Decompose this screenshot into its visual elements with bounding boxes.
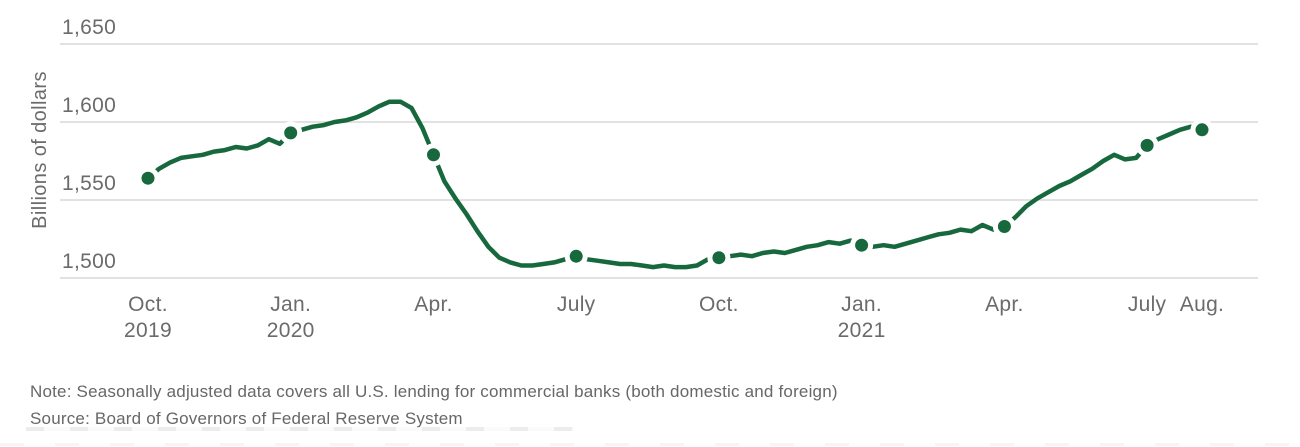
x-tick-label: Apr.	[414, 293, 453, 316]
data-point-marker	[992, 215, 1016, 238]
x-tick-year-label: 2019	[124, 319, 172, 342]
data-point-marker	[564, 244, 588, 268]
x-tick-label: Jan.	[841, 293, 882, 316]
x-tick-label: Aug.	[1180, 293, 1224, 316]
data-series	[136, 99, 1214, 270]
y-tick-label: 1,650	[62, 16, 116, 39]
x-tick-label: Apr.	[985, 293, 1024, 316]
data-point-marker	[279, 121, 303, 145]
line-chart: 1,650 1,600 1,550 1,500 Billions of dollars…	[29, 16, 1258, 342]
x-tick-label: Oct.	[128, 293, 168, 316]
x-tick-label: Oct.	[699, 293, 739, 316]
y-tick-label: 1,500	[62, 250, 116, 273]
data-point-marker	[1190, 118, 1214, 142]
cropped-content-edge	[0, 443, 1300, 446]
data-point-marker	[707, 246, 731, 270]
gridlines	[60, 43, 1258, 279]
y-axis-title: Billions of dollars	[29, 71, 51, 229]
x-tick-year-label: 2021	[838, 319, 886, 342]
x-tick-year-label: 2020	[267, 319, 315, 342]
data-point-marker	[422, 143, 445, 167]
x-tick-label: July	[1128, 293, 1167, 316]
x-tick-label: July	[557, 293, 596, 316]
data-point-marker	[136, 166, 160, 190]
y-tick-label: 1,550	[62, 172, 116, 195]
y-axis-tick-labels: 1,650 1,600 1,550 1,500	[62, 16, 116, 273]
chart-note: Note: Seasonally adjusted data covers al…	[30, 382, 838, 401]
data-point-marker	[1135, 133, 1159, 157]
data-point-marker	[850, 233, 874, 257]
y-tick-label: 1,600	[62, 94, 116, 117]
x-tick-label: Jan.	[270, 293, 311, 316]
x-axis-tick-labels: Oct. 2019 Jan. 2020 Apr. July Oct. Jan. 2021 Apr.…	[124, 293, 1224, 342]
chart-footer: Note: Seasonally adjusted data covers al…	[30, 379, 1270, 432]
trend-line	[145, 99, 1205, 270]
cropped-content-edge	[26, 427, 574, 431]
chart-source: Source: Board of Governors of Federal Re…	[30, 408, 463, 428]
